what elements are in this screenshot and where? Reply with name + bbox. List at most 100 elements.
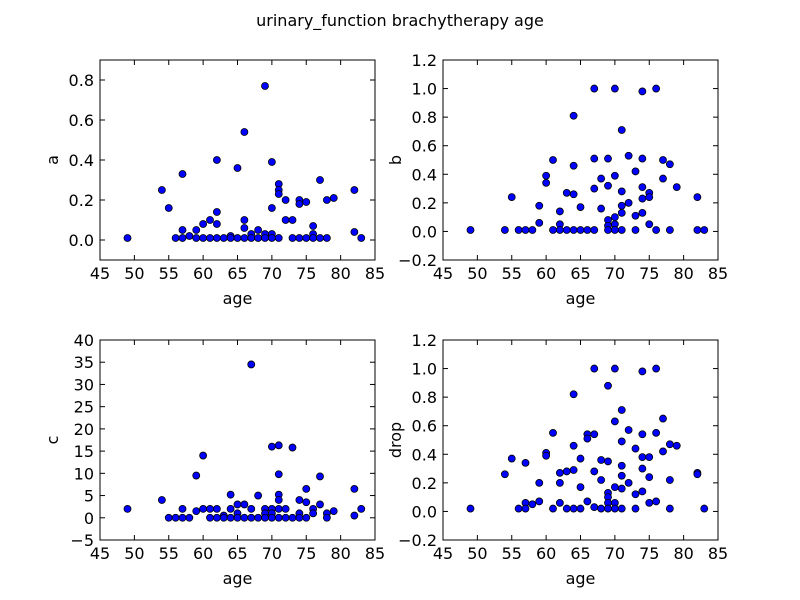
y-tick-label: 0.0 [69,231,94,250]
data-point [617,126,626,134]
x-tick-label: 65 [227,264,247,283]
data-point [555,226,564,234]
data-point [659,447,667,456]
data-point [562,467,571,476]
axes-frame [99,59,376,261]
data-point [535,478,544,487]
data-point [549,226,557,234]
data-point [617,461,626,470]
data-point [638,183,647,192]
y-tick-label: 0.6 [412,137,437,156]
data-point [267,234,276,242]
data-point [624,151,633,160]
data-point [261,82,269,90]
data-point [206,234,214,242]
data-point [247,360,256,369]
data-point [645,453,654,462]
data-point [590,184,599,193]
data-point [178,504,187,513]
y-axis-label: drop [386,422,405,458]
data-point [219,513,228,522]
data-point [597,456,606,464]
data-point [322,513,331,522]
x-tick-label: 75 [639,264,659,283]
data-point [583,497,592,506]
data-point [569,161,578,170]
data-point [274,190,283,198]
data-point [597,204,606,213]
data-point [164,513,173,522]
data-point [652,364,661,373]
data-point [226,504,235,513]
y-axis-label: a [43,155,62,165]
data-point [247,513,256,522]
data-point [295,513,304,522]
y-tick-label: 25 [74,398,94,417]
data-point [288,216,297,224]
x-tick-label: 45 [433,264,453,283]
x-tick-label: 70 [605,544,625,563]
data-point [322,196,331,204]
data-point [542,171,551,180]
data-point [302,513,311,522]
data-point [604,181,612,190]
y-tick-label: 0.6 [69,111,94,130]
data-point [542,451,551,460]
data-point [309,222,318,230]
data-point [521,458,530,467]
data-point [569,190,578,199]
data-point [212,220,221,228]
x-tick-label: 65 [570,264,590,283]
x-tick-label: 60 [193,264,213,283]
data-point [226,490,235,499]
data-point [610,483,619,492]
x-tick-label: 50 [467,264,487,283]
data-point [597,504,606,513]
y-tick-label: 0.2 [69,191,94,210]
data-point [157,186,166,194]
data-point [247,234,256,242]
data-point [610,84,619,93]
data-point [329,507,338,516]
data-point [665,440,674,449]
data-point [192,507,201,516]
data-point [295,234,304,242]
x-tick-label: 55 [159,544,179,563]
data-point [659,414,667,423]
data-point [590,364,599,373]
x-tick-label: 75 [639,544,659,563]
data-point [302,198,311,206]
y-tick-label: 0.6 [412,417,437,436]
data-point [631,490,640,499]
y-tick-label: −5 [70,531,94,550]
y-tick-label: 0.8 [412,388,437,407]
data-point [631,167,640,176]
data-point [617,226,626,234]
data-point [500,226,509,234]
data-point [624,478,633,487]
data-point [267,513,276,522]
y-tick-label: 0.2 [412,474,437,493]
data-point [597,174,606,183]
x-tick-label: 50 [124,544,144,563]
x-tick-label: 55 [502,544,522,563]
y-tick-label: 1.2 [412,51,437,70]
data-point [638,464,647,473]
x-axis-label: age [566,569,596,588]
subplot-1: 45 50 55 60 65 70 75 80 85 0.0 0.2 0.4 0.6 0.8 age a [43,59,385,308]
x-tick-label: 80 [673,264,693,283]
data-point [350,186,359,194]
data-point [617,484,626,493]
data-point [535,218,544,227]
x-axis-label: age [223,569,253,588]
data-point [274,513,283,522]
data-point [604,154,612,163]
data-point [309,509,318,518]
data-point [281,504,290,513]
data-point [645,220,654,229]
data-point [507,193,516,202]
data-point [357,234,366,242]
y-tick-label: 0.2 [412,194,437,213]
data-point [178,513,187,522]
data-point [617,471,626,480]
